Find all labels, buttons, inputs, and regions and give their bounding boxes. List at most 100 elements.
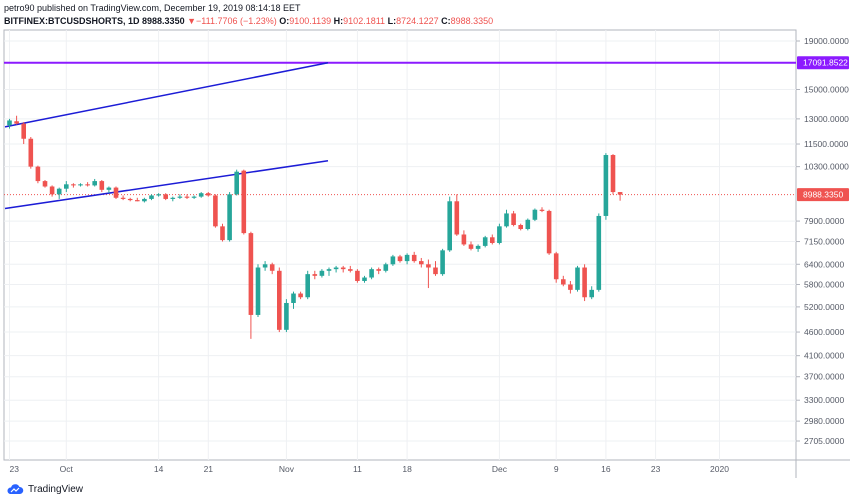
candle-body bbox=[163, 194, 168, 199]
candle-body bbox=[525, 219, 531, 230]
candle-body bbox=[64, 184, 69, 189]
x-tick-label: Oct bbox=[60, 464, 74, 474]
high-label: H: bbox=[333, 16, 344, 26]
candle-body bbox=[497, 226, 502, 243]
candle-body bbox=[142, 198, 147, 202]
close-value: 8988.3350 bbox=[450, 16, 494, 26]
candle-body bbox=[348, 269, 353, 271]
y-tick-label: 6400.0000 bbox=[804, 259, 844, 269]
candle-body bbox=[291, 293, 296, 303]
candle-body bbox=[440, 250, 445, 275]
x-tick-label: 23 bbox=[10, 464, 20, 474]
candle-body bbox=[99, 181, 105, 190]
y-tick-label: 3700.0000 bbox=[804, 372, 844, 382]
candle-body bbox=[206, 193, 211, 196]
candle-body bbox=[241, 170, 247, 234]
candle-body bbox=[7, 120, 12, 126]
candle-body bbox=[490, 237, 495, 243]
open-label: O: bbox=[279, 16, 290, 26]
candle-body bbox=[539, 209, 545, 211]
candle-body bbox=[269, 264, 275, 271]
x-tick-label: Dec bbox=[492, 464, 508, 474]
y-tick-label: 15000.0000 bbox=[804, 85, 849, 95]
symbol-line: BITFINEX:BTCUSDSHORTS, 1D 8988.3350 ▼−11… bbox=[4, 15, 764, 28]
candle-body bbox=[383, 264, 389, 271]
candle-body bbox=[617, 192, 623, 195]
candle-body bbox=[177, 196, 183, 198]
x-tick-label: 2020 bbox=[710, 464, 729, 474]
candle-body bbox=[113, 187, 119, 198]
y-tick-label: 2980.0000 bbox=[804, 416, 844, 426]
candle-body bbox=[277, 270, 282, 330]
candle-body bbox=[35, 166, 41, 182]
y-tick-label: 13000.0000 bbox=[804, 114, 849, 124]
candle-body bbox=[340, 267, 346, 270]
x-tick-label: 18 bbox=[402, 464, 412, 474]
candle-body bbox=[213, 195, 218, 227]
candle-body bbox=[305, 274, 310, 298]
candle-body bbox=[106, 187, 112, 190]
candle-body bbox=[369, 269, 374, 278]
candle-body bbox=[149, 195, 154, 199]
candle-body bbox=[227, 194, 232, 241]
candle-body bbox=[49, 186, 55, 195]
x-tick-label: 9 bbox=[554, 464, 559, 474]
level-price-tag: 17091.8522 bbox=[803, 58, 848, 68]
close-label: C: bbox=[441, 16, 451, 26]
candle-body bbox=[333, 267, 339, 270]
candle-body bbox=[390, 256, 396, 265]
x-tick-label: Nov bbox=[279, 464, 295, 474]
candle-body bbox=[532, 209, 538, 220]
candle-body bbox=[482, 237, 488, 246]
candle-body bbox=[568, 284, 573, 290]
tradingview-logo[interactable]: TradingView bbox=[6, 482, 83, 496]
candle-body bbox=[504, 213, 509, 227]
upper-trendline bbox=[4, 61, 329, 128]
candle-body bbox=[42, 181, 48, 187]
candle-body bbox=[553, 253, 559, 280]
candle-body bbox=[355, 270, 360, 281]
down-triangle-icon: ▼ bbox=[187, 16, 197, 26]
candle-body bbox=[28, 138, 34, 167]
lower-trendline bbox=[4, 160, 329, 210]
candle-body bbox=[447, 201, 452, 251]
candle-body bbox=[475, 245, 481, 249]
open-value: 9100.1139 bbox=[289, 16, 332, 26]
candle-body bbox=[454, 201, 460, 235]
y-tick-label: 5800.0000 bbox=[804, 279, 844, 289]
candle-body bbox=[191, 196, 197, 198]
symbol-name: BITFINEX:BTCUSDSHORTS, 1D bbox=[4, 16, 140, 26]
y-tick-label: 19000.0000 bbox=[804, 36, 849, 46]
candle-body bbox=[255, 267, 261, 315]
candle-body bbox=[319, 270, 325, 276]
y-tick-label: 10300.0000 bbox=[804, 162, 849, 172]
x-tick-label: 11 bbox=[353, 464, 362, 474]
candle-body bbox=[362, 277, 367, 281]
candle-body bbox=[21, 123, 26, 139]
candle-body bbox=[184, 196, 190, 198]
low-label: L: bbox=[387, 16, 397, 26]
candle-body bbox=[376, 269, 381, 271]
candle-body bbox=[234, 171, 239, 195]
candle-body bbox=[135, 200, 140, 202]
candle-body bbox=[78, 184, 83, 186]
candle-body bbox=[426, 264, 431, 268]
candle-body bbox=[71, 184, 76, 186]
y-tick-label: 5200.0000 bbox=[804, 302, 844, 312]
candle-body bbox=[170, 197, 176, 199]
candle-body bbox=[596, 215, 602, 290]
candle-body bbox=[326, 269, 332, 271]
low-value: 8724.1227 bbox=[396, 16, 439, 26]
candle-body bbox=[127, 198, 133, 201]
candle-body bbox=[298, 293, 303, 298]
candle-body bbox=[603, 155, 609, 216]
candle-body bbox=[582, 267, 587, 298]
candle-body bbox=[461, 234, 467, 245]
candle-body bbox=[156, 194, 161, 196]
brand-name: TradingView bbox=[28, 483, 84, 495]
candle-body bbox=[397, 256, 403, 262]
y-tick-label: 2705.0000 bbox=[804, 436, 844, 446]
candle-body bbox=[433, 267, 438, 275]
cloud-icon bbox=[7, 484, 24, 494]
